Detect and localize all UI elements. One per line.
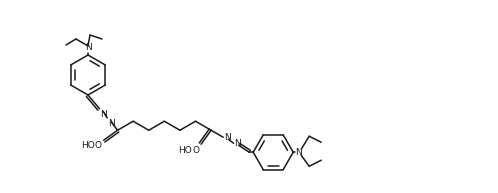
Text: O: O xyxy=(192,146,199,155)
Text: N: N xyxy=(235,139,242,148)
Text: HO: HO xyxy=(81,141,95,150)
Text: N: N xyxy=(295,148,302,157)
Text: N: N xyxy=(85,43,91,52)
Text: N: N xyxy=(108,119,115,128)
Text: N: N xyxy=(101,110,108,119)
Text: N: N xyxy=(224,133,231,142)
Text: O: O xyxy=(95,141,102,150)
Text: HO: HO xyxy=(178,146,192,155)
